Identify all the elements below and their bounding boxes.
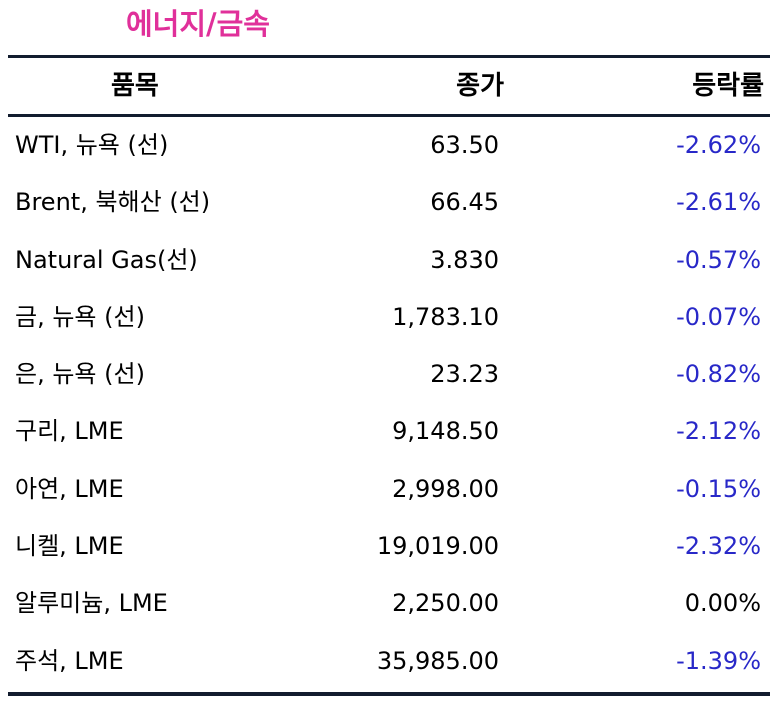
row-item: 알루미늄, LME bbox=[15, 589, 168, 618]
row-close: 19,019.00 bbox=[376, 532, 499, 561]
row-change: 0.00% bbox=[684, 589, 761, 618]
row-item: Brent, 북해산 (선) bbox=[15, 188, 211, 217]
row-close: 63.50 bbox=[430, 131, 499, 159]
table-row: 은, 뉴욕 (선) 23.23 -0.82% bbox=[8, 346, 770, 403]
row-change: -1.39% bbox=[676, 646, 761, 675]
row-close: 35,985.00 bbox=[376, 646, 499, 675]
table-header-row: 품목 종가 등락률 bbox=[8, 58, 770, 117]
table-row: WTI, 뉴욕 (선) 63.50 -2.62% bbox=[8, 117, 770, 174]
row-close: 2,250.00 bbox=[392, 589, 499, 618]
table-row: Natural Gas(선) 3.830 -0.57% bbox=[8, 232, 770, 289]
row-change: -2.62% bbox=[676, 131, 761, 159]
table-row: 알루미늄, LME 2,250.00 0.00% bbox=[8, 575, 770, 632]
section-title: 에너지/금속 bbox=[126, 7, 270, 41]
row-item: 니켈, LME bbox=[15, 532, 124, 561]
header-item: 품목 bbox=[111, 71, 159, 101]
row-close: 66.45 bbox=[430, 188, 499, 217]
table-row: 니켈, LME 19,019.00 -2.32% bbox=[8, 518, 770, 575]
row-close: 3.830 bbox=[430, 245, 499, 274]
row-change: -0.15% bbox=[676, 474, 761, 503]
row-change: -0.07% bbox=[676, 302, 761, 331]
table-row: 아연, LME 2,998.00 -0.15% bbox=[8, 461, 770, 518]
header-change: 등락률 bbox=[692, 71, 764, 101]
row-close: 1,783.10 bbox=[392, 302, 499, 331]
row-item: 주석, LME bbox=[15, 646, 124, 675]
row-item: 금, 뉴욕 (선) bbox=[15, 302, 145, 331]
table-top-rule bbox=[8, 55, 770, 58]
row-change: -2.61% bbox=[676, 188, 761, 217]
table-bottom-rule bbox=[8, 691, 770, 696]
table-row: 주석, LME 35,985.00 -1.39% bbox=[8, 633, 770, 690]
row-item: WTI, 뉴욕 (선) bbox=[15, 131, 169, 159]
row-item: 구리, LME bbox=[15, 417, 124, 446]
row-item: 아연, LME bbox=[15, 474, 124, 503]
row-close: 23.23 bbox=[430, 360, 499, 389]
row-change: -2.12% bbox=[676, 417, 761, 446]
table-row: 구리, LME 9,148.50 -2.12% bbox=[8, 403, 770, 460]
row-close: 2,998.00 bbox=[392, 474, 499, 503]
row-change: -0.82% bbox=[676, 360, 761, 389]
row-close: 9,148.50 bbox=[392, 417, 499, 446]
header-close: 종가 bbox=[456, 71, 504, 101]
row-change: -2.32% bbox=[676, 532, 761, 561]
row-item: 은, 뉴욕 (선) bbox=[15, 360, 145, 389]
row-change: -0.57% bbox=[676, 245, 761, 274]
table-row: 금, 뉴욕 (선) 1,783.10 -0.07% bbox=[8, 289, 770, 346]
commodity-table: 품목 종가 등락률 WTI, 뉴욕 (선) 63.50 -2.62% Brent… bbox=[8, 55, 770, 696]
table-row: Brent, 북해산 (선) 66.45 -2.61% bbox=[8, 174, 770, 231]
row-item: Natural Gas(선) bbox=[15, 245, 198, 274]
